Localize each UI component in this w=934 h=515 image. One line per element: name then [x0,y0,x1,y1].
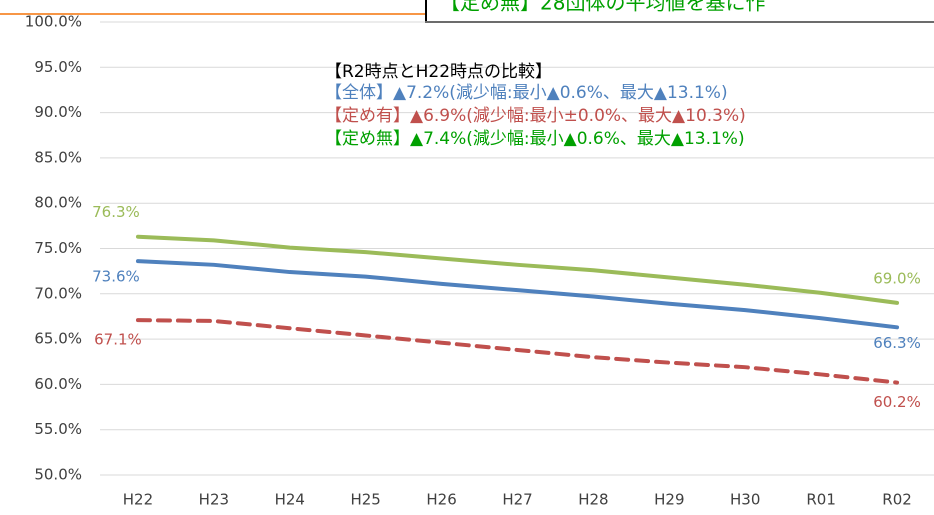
y-tick-label: 55.0% [34,420,82,438]
series-line [135,318,900,385]
y-tick-label: 65.0% [34,330,82,348]
x-tick-label: H22 [123,491,153,509]
data-label: 67.1% [94,331,142,349]
x-tick-label: H24 [275,491,305,509]
x-tick-label: R01 [806,491,836,509]
y-tick-label: 50.0% [34,466,82,484]
data-label: 73.6% [92,268,140,286]
y-tick-label: 90.0% [34,103,82,121]
y-tick-label: 60.0% [34,375,82,393]
annotation: 【定め無】▲7.4%(減少幅:最小▲0.6%、最大▲13.1%) [325,129,745,149]
data-label: 76.3% [92,203,140,221]
annotation: 【全体】▲7.2%(減少幅:最小▲0.6%、最大▲13.1%) [325,83,728,103]
annotation: 【R2時点とH22時点の比較】 [325,62,552,82]
x-tick-label: H30 [730,491,760,509]
data-label: 60.2% [873,393,921,411]
annotation: 【定め有】▲6.9%(減少幅:最小±0.0%、最大▲10.3%) [325,106,746,126]
x-tick-label: R02 [882,491,912,509]
x-tick-label: H26 [426,491,456,509]
y-tick-label: 70.0% [34,284,82,302]
series-line [135,259,900,330]
y-tick-label: 80.0% [34,194,82,212]
x-tick-label: H29 [654,491,684,509]
series-line [135,234,900,305]
data-label: 66.3% [873,334,921,352]
y-tick-label: 85.0% [34,148,82,166]
x-tick-label: H23 [199,491,229,509]
x-tick-label: H25 [350,491,380,509]
data-label: 69.0% [873,269,921,287]
y-tick-label: 75.0% [34,239,82,257]
x-tick-label: H28 [578,491,608,509]
y-tick-label: 95.0% [34,58,82,76]
x-tick-label: H27 [502,491,532,509]
y-tick-label: 100.0% [25,13,82,31]
annotation: 【定め無】28団体の平均値を基に作 [440,0,765,15]
